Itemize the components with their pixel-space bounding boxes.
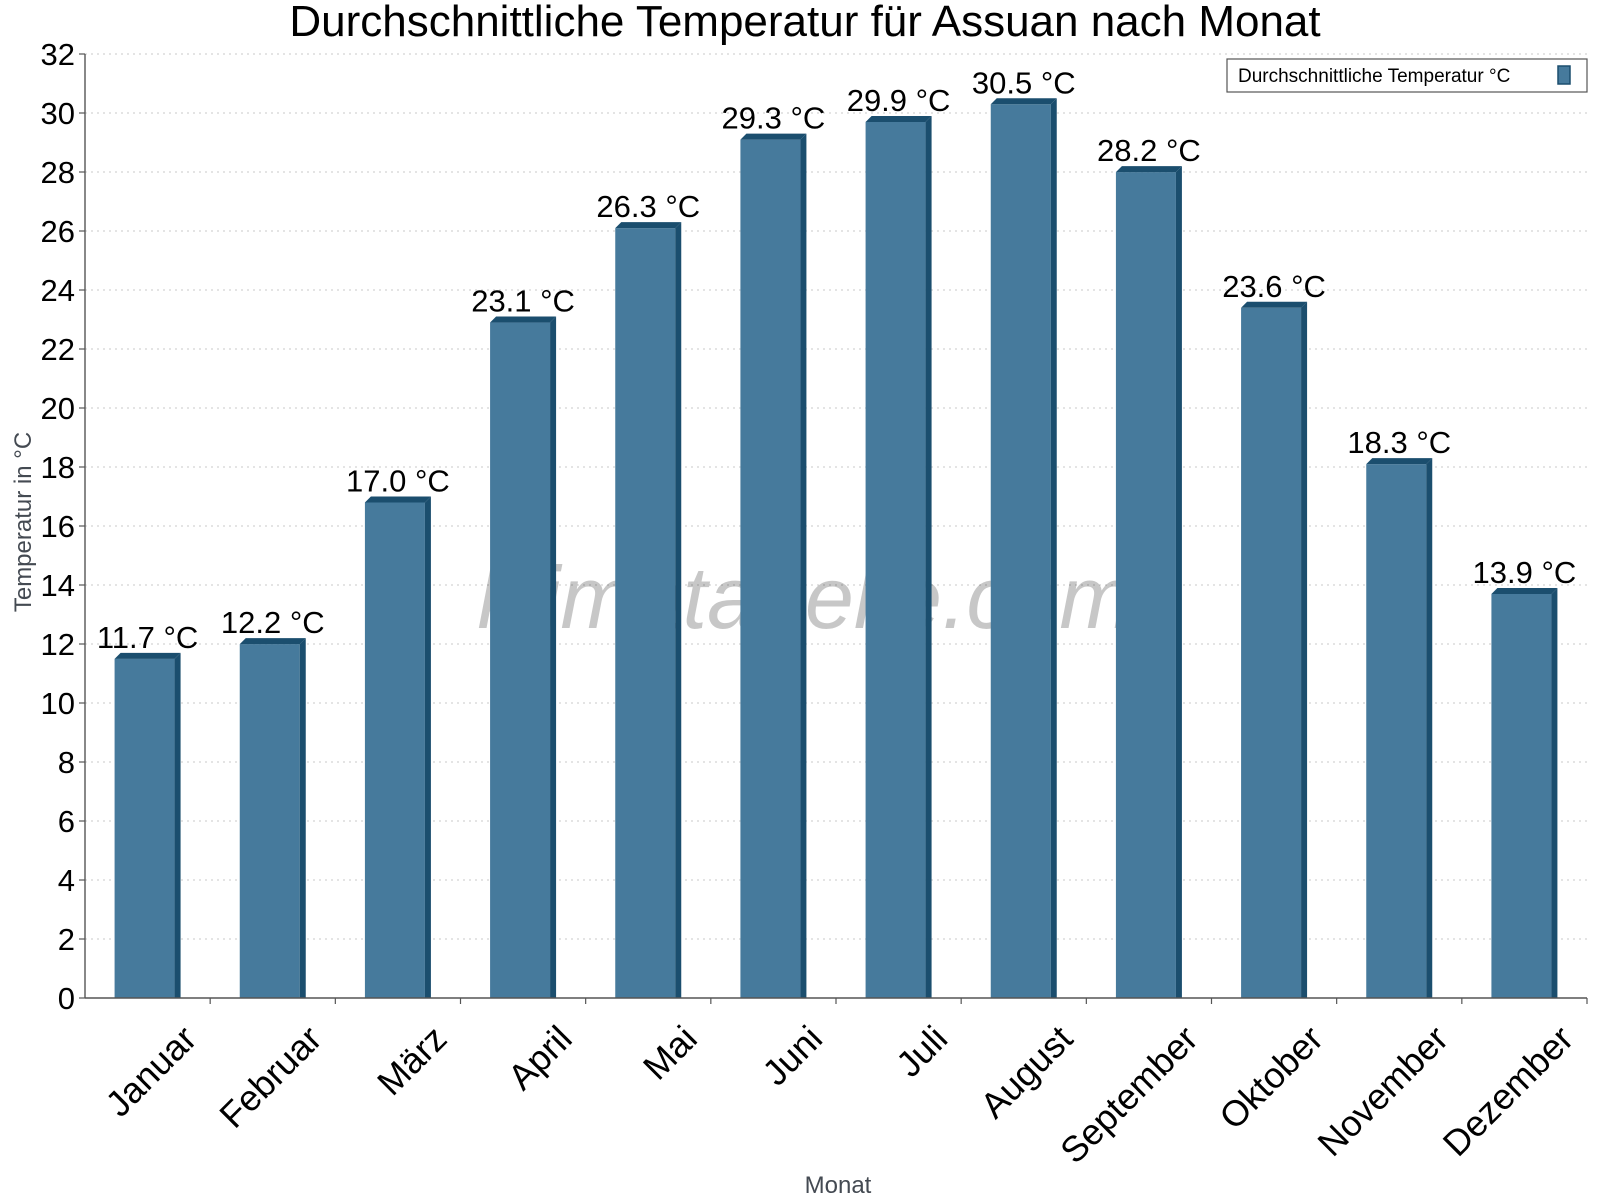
bar-side-face [299, 638, 306, 998]
legend-swatch [1557, 65, 1571, 85]
y-tick-label: 22 [41, 332, 75, 367]
bar-side-face [550, 316, 557, 998]
y-tick-label: 32 [41, 37, 75, 72]
bar-top-face [114, 652, 181, 659]
data-label: 29.9 °C [847, 83, 951, 118]
x-tick-label: Juni [754, 1018, 830, 1094]
x-tick-label: Januar [97, 1018, 204, 1125]
y-tick-label: 8 [58, 745, 75, 780]
data-label: 23.6 °C [1222, 269, 1326, 304]
bar [1241, 307, 1302, 998]
bar-side-face [925, 115, 932, 998]
data-label: 23.1 °C [471, 284, 575, 319]
y-tick-label: 4 [58, 863, 75, 898]
bar-top-face [239, 638, 306, 645]
x-tick-label: Oktober [1211, 1018, 1331, 1138]
bar [990, 104, 1051, 998]
data-label: 17.0 °C [346, 464, 450, 499]
legend-entry-label: Durchschnittliche Temperatur °C [1238, 66, 1510, 87]
bar-top-face [1241, 301, 1308, 308]
bar-top-face [1366, 458, 1433, 465]
data-label: 11.7 °C [97, 620, 198, 655]
x-tick-label: April [500, 1018, 580, 1098]
bar-top-face [364, 496, 431, 503]
bar-side-face [424, 496, 431, 998]
y-tick-label: 24 [41, 273, 75, 308]
y-axis-label: Temperatur in °C [10, 432, 37, 612]
data-label: 13.9 °C [1473, 555, 1577, 590]
grid-lines [85, 53, 1587, 940]
x-tick-label: August [972, 1018, 1080, 1126]
x-tick-label: Dezember [1435, 1018, 1581, 1164]
bar-side-face [675, 222, 682, 998]
data-label: 30.5 °C [972, 65, 1076, 100]
axes [79, 53, 1588, 1004]
bar-top-face [1491, 587, 1558, 594]
bar [239, 644, 300, 998]
data-label: 29.3 °C [722, 101, 826, 136]
bar [1366, 464, 1427, 998]
bar-top-face [615, 222, 682, 229]
x-tick-label: September [1052, 1018, 1206, 1172]
chart-title: Durchschnittliche Temperatur für Assuan … [289, 0, 1320, 46]
data-label: 12.2 °C [221, 605, 325, 640]
bar [615, 228, 676, 998]
bar-top-face [740, 133, 807, 140]
bar [1491, 593, 1552, 998]
bar-top-face [1115, 166, 1182, 173]
bar-top-face [490, 316, 557, 323]
x-tick-label: Mai [635, 1018, 705, 1088]
bar [364, 502, 425, 998]
bar [740, 139, 801, 998]
bar-side-face [800, 133, 807, 998]
y-tick-label: 26 [41, 214, 75, 249]
data-label: 28.2 °C [1097, 133, 1201, 168]
x-axis-label: Monat [805, 1172, 872, 1199]
bar-side-face [1301, 301, 1308, 998]
bar-side-face [1426, 458, 1433, 998]
y-tick-label: 30 [41, 96, 75, 131]
x-tick-labels: Januar Februar März April Mai Juni Juli AugustS… [97, 1018, 1581, 1172]
bar-side-face [174, 652, 181, 998]
bar-side-face [1551, 587, 1558, 998]
bar-top-face [865, 115, 932, 122]
data-label: 26.3 °C [596, 189, 700, 224]
x-tick-label: November [1309, 1018, 1455, 1164]
y-tick-label: 20 [41, 391, 75, 426]
bar [865, 121, 926, 998]
bar-side-face [1175, 166, 1182, 999]
legend: Durchschnittliche Temperatur °C [1226, 58, 1588, 93]
y-tick-label: 0 [58, 981, 75, 1016]
y-tick-label: 12 [41, 627, 75, 662]
x-tick-label: Juli [888, 1018, 955, 1085]
bar-side-face [1050, 98, 1057, 998]
y-tick-label: 6 [58, 804, 75, 839]
bar [1115, 172, 1176, 999]
y-tick-label: 14 [41, 568, 75, 603]
data-label: 18.3 °C [1347, 425, 1451, 460]
x-tick-label: März [369, 1018, 455, 1104]
bar [114, 658, 175, 998]
legend-box [1226, 58, 1588, 93]
y-tick-label: 16 [41, 509, 75, 544]
bars: 11.7 °C 12.2 °C 17.0 °C 23.1 °C 26.3 °C 29.3 … [97, 65, 1577, 999]
y-tick-label: 10 [41, 686, 75, 721]
bar [490, 322, 551, 998]
y-tick-label: 28 [41, 155, 75, 190]
y-tick-label: 2 [58, 922, 75, 957]
y-tick-label: 18 [41, 450, 75, 485]
bar-top-face [990, 98, 1057, 105]
x-tick-label: Februar [211, 1018, 329, 1136]
